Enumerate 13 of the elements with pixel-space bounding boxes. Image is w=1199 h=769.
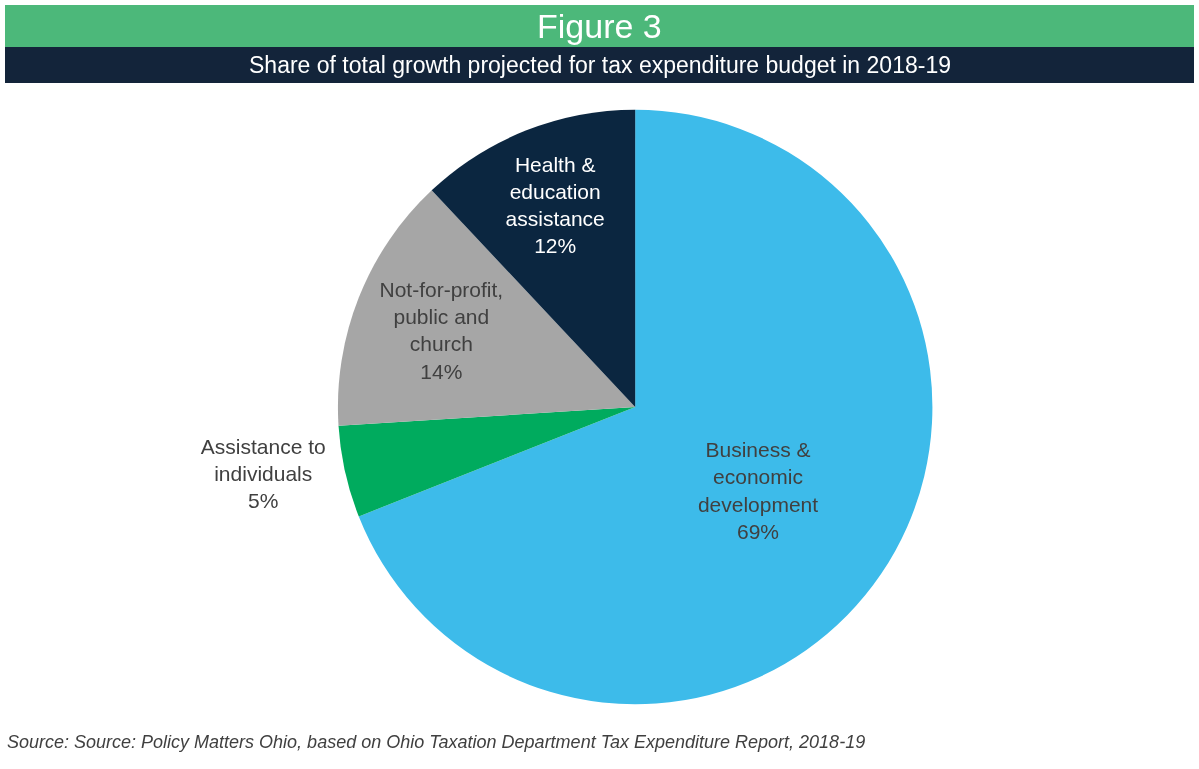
chart-subtitle: Share of total growth projected for tax expenditure budget in 2018-19 xyxy=(249,52,951,78)
pie-slice xyxy=(358,109,933,704)
data-label: 14% xyxy=(420,359,463,383)
pie-slice xyxy=(338,407,636,517)
slice-label: Not-for-profit, public and church xyxy=(379,277,504,356)
data-label: 69% xyxy=(737,519,780,543)
source-note: Source: Source: Policy Matters Ohio, based on Ohio Taxation Department Tax Expenditure Report, 2018-19 xyxy=(7,732,866,752)
data-label: 12% xyxy=(534,234,577,258)
chart-title: Figure 3 xyxy=(537,7,662,45)
slice-label: Business & economic development xyxy=(697,438,819,516)
slice-label: Health & education assistance xyxy=(505,152,605,231)
slice-label: Assistance to individuals xyxy=(200,434,326,486)
data-label: 5% xyxy=(248,489,279,513)
